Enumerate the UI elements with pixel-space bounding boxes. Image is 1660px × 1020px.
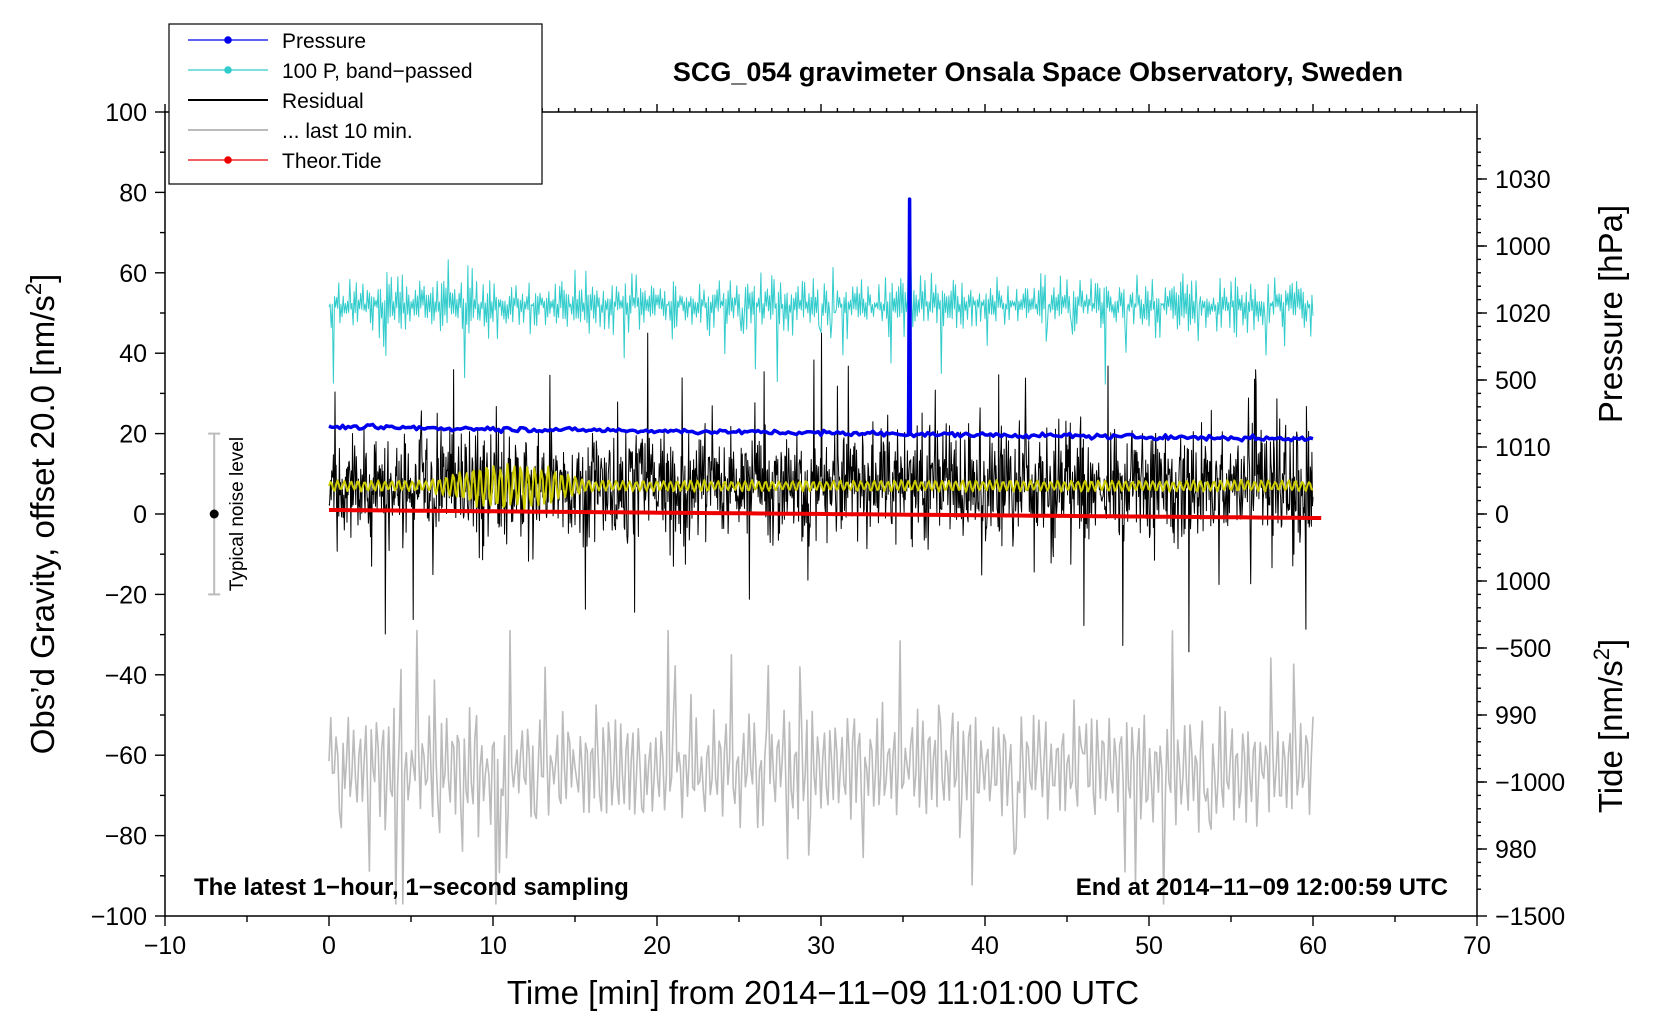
series-theoretical-tide — [329, 508, 1322, 520]
series-pressure-bandpassed — [328, 248, 1314, 385]
tide-tick-label: −1000 — [1495, 769, 1565, 797]
annotation-end-time: End at 2014−11−09 12:00:59 UTC — [1076, 874, 1448, 901]
noise-level-indicator: Typical noise level — [208, 432, 248, 596]
series-last-10-min — [328, 629, 1314, 905]
y-axis-left-title: Obs’d Gravity, offset 20.0 [nm/s2] — [21, 274, 61, 755]
annotation-sampling: The latest 1−hour, 1−second sampling — [194, 874, 629, 901]
chart-title: SCG_054 gravimeter Onsala Space Observat… — [673, 57, 1403, 87]
y-tick-label: −40 — [105, 662, 147, 690]
legend-label: 100 P, band−passed — [282, 60, 473, 83]
y-axis-left: 100 80 60 40 20 0 −20 −40 −60 −80 −100 — [91, 99, 165, 931]
pressure-tick-label: 1020 — [1495, 300, 1551, 328]
series-pressure — [328, 197, 1314, 443]
legend-label: ... last 10 min. — [282, 120, 413, 143]
pressure-tick-label: 980 — [1495, 836, 1537, 864]
legend-box — [168, 23, 543, 185]
pressure-tick-label: 1010 — [1495, 434, 1551, 462]
y-axis-tide: 1000 500 0 −500 −1000 −1500 — [1477, 178, 1565, 931]
x-tick-label: 10 — [479, 932, 507, 960]
x-tick-label: 0 — [322, 932, 336, 960]
tide-tick-label: 1000 — [1495, 233, 1551, 261]
tide-tick-label: 0 — [1495, 501, 1509, 529]
series-residual — [328, 332, 1314, 653]
x-tick-label: 30 — [807, 932, 835, 960]
legend-marker — [224, 36, 232, 44]
x-tick-label: −10 — [144, 932, 186, 960]
x-tick-label: 40 — [971, 932, 999, 960]
y-tick-label: 100 — [105, 99, 147, 127]
y-tick-label: −20 — [105, 581, 147, 609]
y-axis-tide-title: Tide [nm/s2] — [1589, 639, 1629, 813]
tide-tick-label: 500 — [1495, 367, 1537, 395]
y-tick-label: 0 — [133, 501, 147, 529]
noise-level-label: Typical noise level — [227, 437, 248, 591]
pressure-tick-label: 990 — [1495, 702, 1537, 730]
series-layer — [328, 197, 1322, 905]
tide-tick-label: −500 — [1495, 635, 1551, 663]
x-axis: −10 0 10 20 30 40 50 60 70 — [144, 104, 1491, 960]
legend-marker — [224, 156, 232, 164]
x-tick-label: 20 — [643, 932, 671, 960]
x-axis-title: Time [min] from 2014−11−09 11:01:00 UTC — [507, 974, 1139, 1011]
y-tick-label: −60 — [105, 742, 147, 770]
series-residual-smoothed — [328, 462, 1313, 512]
legend-marker — [224, 66, 232, 74]
y-axis-pressure-title: Pressure [hPa] — [1592, 205, 1629, 423]
legend-label: Residual — [282, 90, 364, 113]
x-tick-label: 70 — [1463, 932, 1491, 960]
y-axis-pressure: 1030 1020 1010 1000 990 980 — [1477, 138, 1551, 890]
legend-label: Pressure — [282, 30, 366, 53]
y-tick-label: −100 — [91, 903, 147, 931]
y-tick-label: 60 — [119, 260, 147, 288]
legend-label: Theor.Tide — [282, 150, 382, 173]
x-tick-label: 60 — [1299, 932, 1327, 960]
x-tick-label: 50 — [1135, 932, 1163, 960]
pressure-tick-label: 1000 — [1495, 568, 1551, 596]
y-tick-label: 40 — [119, 340, 147, 368]
y-tick-label: 20 — [119, 421, 147, 449]
tide-tick-label: −1500 — [1495, 903, 1565, 931]
pressure-tick-label: 1030 — [1495, 166, 1551, 194]
y-tick-label: 80 — [119, 179, 147, 207]
legend: Pressure 100 P, band−passed Residual ... la… — [168, 23, 543, 185]
noise-level-dot — [209, 509, 219, 519]
y-tick-label: −80 — [105, 823, 147, 851]
